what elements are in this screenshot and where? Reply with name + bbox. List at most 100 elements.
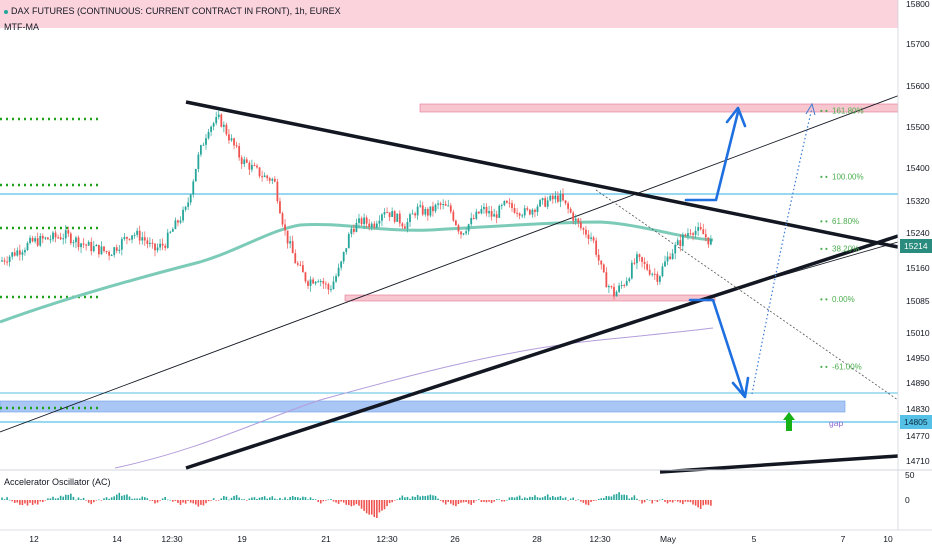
price-tick: 15800 [906, 0, 930, 9]
candle-body [411, 213, 414, 215]
chart-title: DAX FUTURES (CONTINUOUS: CURRENT CONTRAC… [4, 6, 341, 16]
dotted-projection-arrow [751, 107, 813, 395]
candle-body [164, 245, 167, 248]
oscillator-bar [569, 498, 572, 500]
time-tick: 12:30 [376, 534, 398, 544]
price-tick: 14770 [906, 431, 930, 441]
candle-body [52, 232, 54, 240]
candle-body [85, 244, 88, 246]
candle-body [64, 230, 67, 239]
candle-body [549, 195, 552, 201]
fib-label: 0.00% [832, 295, 855, 304]
candle-body [149, 242, 151, 245]
candle-body [330, 289, 332, 291]
oscillator-bar [625, 495, 628, 500]
oscillator-bar [378, 500, 381, 513]
candle-body [587, 234, 590, 239]
oscillator-bar [529, 496, 531, 500]
candle-body [528, 209, 531, 215]
candle-body [268, 178, 271, 181]
oscillator-bar [546, 494, 549, 500]
oscillator-bar [511, 497, 513, 500]
candle-body [314, 281, 317, 284]
candle-body [194, 168, 197, 182]
candles [1, 109, 712, 300]
candle-body [182, 209, 184, 221]
time-tick: 14 [112, 534, 122, 544]
price-tick: 15600 [906, 81, 930, 91]
oscillator-bar [552, 495, 554, 500]
oscillator-bar [472, 500, 475, 503]
candle-body [100, 246, 103, 255]
oscillator-bar [95, 500, 98, 501]
candle-body [681, 234, 684, 247]
oscillator-bar [348, 500, 350, 506]
oscillator-bar [207, 500, 210, 502]
candle-body [429, 206, 432, 216]
candle-body [536, 206, 539, 213]
oscillator-bar [659, 499, 661, 501]
oscillator-bar [24, 500, 26, 504]
candle-body [551, 195, 554, 200]
candle-body [567, 203, 569, 209]
candle-body [284, 224, 286, 231]
candle-body [171, 229, 174, 232]
oscillator-bar [105, 497, 108, 500]
candle-body [480, 208, 483, 214]
candle-body [641, 257, 643, 262]
candle-body [704, 234, 707, 238]
time-tick: May [660, 534, 677, 544]
oscillator-bar [388, 500, 391, 504]
oscillator-bar [47, 498, 49, 500]
oscillator-bar [526, 498, 529, 500]
candle-body [452, 211, 455, 221]
oscillator-bar [580, 500, 582, 502]
oscillator-bar [490, 500, 493, 504]
oscillator-bar [478, 499, 480, 500]
oscillator-bar [44, 500, 47, 501]
left-dotted-levels [0, 117, 102, 410]
price-axis-bg [898, 0, 932, 550]
oscillator-bar [276, 499, 279, 501]
price-tick: 15320 [906, 196, 930, 206]
candle-body [434, 204, 437, 212]
candle-body [98, 244, 100, 255]
oscillator-bar [633, 495, 636, 500]
oscillator-bar [54, 498, 57, 500]
candle-body [143, 237, 146, 241]
candle-body [602, 264, 605, 273]
candle-body [710, 239, 712, 245]
oscillator-bar [80, 499, 82, 500]
oscillator-bar [457, 500, 460, 505]
oscillator-bar [240, 499, 243, 500]
last-price-label: 15214 [904, 241, 928, 251]
oscillator-bar [618, 492, 620, 500]
oscillator-bar [62, 496, 64, 500]
candle-body [648, 269, 651, 275]
candle-body [279, 201, 281, 214]
candle-body [87, 241, 90, 246]
time-axis-ticks: 12 14 12:30 19 21 12:30 26 28 12:30 May 5 7 10 [29, 534, 893, 544]
oscillator-bar [521, 498, 523, 500]
oscillator-bar [643, 500, 646, 503]
oscillator-bar [429, 494, 432, 500]
oscillator-bar [159, 500, 161, 501]
candle-body [146, 240, 149, 245]
oscillator-bar [210, 500, 212, 501]
candle-body [455, 220, 457, 226]
oscillator-bar [358, 500, 360, 506]
candle-body [286, 230, 289, 244]
candle-body [174, 220, 177, 230]
oscillator-bar [391, 500, 393, 503]
candle-body [141, 237, 144, 241]
candle-body [273, 178, 276, 182]
oscillator-bar [19, 500, 21, 505]
dotted-arrow-head [805, 102, 816, 116]
oscillator-bar [475, 500, 478, 501]
candle-body [630, 262, 633, 279]
candle-body [110, 255, 113, 257]
candle-body [546, 200, 549, 207]
candle-body [426, 208, 429, 216]
